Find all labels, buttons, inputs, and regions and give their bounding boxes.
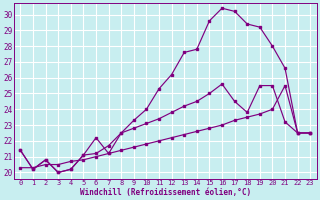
X-axis label: Windchill (Refroidissement éolien,°C): Windchill (Refroidissement éolien,°C) xyxy=(80,188,251,197)
